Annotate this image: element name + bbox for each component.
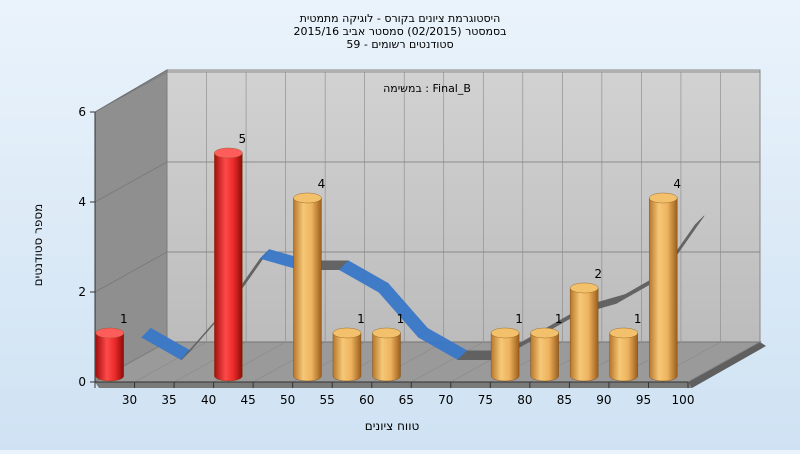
bar-body: [372, 332, 401, 382]
bars: [95, 147, 678, 382]
bar-value-label: 5: [239, 132, 247, 146]
bar-top: [490, 327, 520, 339]
bar-value-label: 1: [357, 312, 365, 326]
bar-top: [530, 327, 559, 339]
bar-top: [95, 327, 124, 339]
chart-title-line-3: סטודנטים רשומים - 59: [346, 38, 453, 51]
x-tick-label: 85: [557, 393, 572, 407]
bar-value-label: 1: [634, 312, 642, 326]
bar: [649, 192, 678, 382]
x-tick-label: 35: [161, 393, 176, 407]
bar-value-label: 2: [594, 267, 602, 281]
bar: [332, 327, 362, 382]
x-gridline: [134, 72, 207, 383]
right-ledge: [688, 342, 766, 388]
bar-value-label: 1: [397, 312, 405, 326]
bar-body: [332, 332, 362, 382]
bar-body: [649, 197, 678, 382]
x-tick-label: 50: [280, 393, 295, 407]
bar-top: [609, 327, 638, 339]
bar: [95, 327, 124, 382]
bar-top: [649, 192, 678, 204]
axes: [94, 112, 688, 383]
y-tick-label: 6: [78, 105, 86, 119]
bar-value-label: 1: [120, 312, 128, 326]
bar-body: [293, 197, 322, 382]
x-gridline: [252, 72, 326, 383]
bar: [214, 147, 243, 382]
y-tick-label: 4: [78, 195, 86, 209]
labels: 0 2 4 6 1 5 4 1 1 1 1 2 1 4 30 35 40 45 50 55 60 65 70 75 80 85 90…: [78, 105, 694, 407]
x-tick-label: 45: [240, 393, 255, 407]
bar: [569, 282, 599, 382]
bar-top: [372, 327, 401, 339]
x-tick-label: 80: [517, 393, 532, 407]
y-tick-label: 0: [78, 375, 86, 389]
chart-subtitle: במשימה : Final_B: [383, 82, 471, 95]
bar-body: [530, 332, 559, 382]
bar-value-label: 1: [515, 312, 523, 326]
bar-top: [569, 282, 599, 294]
bar: [530, 327, 559, 382]
bar-top: [332, 327, 362, 339]
y-axis-title: מספר סטודנטים: [31, 204, 45, 287]
bar-value-label: 4: [318, 177, 326, 191]
x-gridline: [173, 72, 247, 383]
x-tick-label: 90: [596, 393, 611, 407]
x-tick-label: 60: [359, 393, 374, 407]
bar: [490, 327, 520, 382]
y-tick-label: 2: [78, 285, 86, 299]
x-tick-label: 65: [399, 393, 414, 407]
bar-top: [214, 147, 243, 159]
bar: [372, 327, 401, 382]
bar-top: [293, 192, 322, 204]
bar-value-label: 4: [673, 177, 681, 191]
x-gridline: [687, 72, 761, 383]
bar-value-label: 1: [555, 312, 563, 326]
bar: [293, 192, 322, 382]
x-tick-label: 100: [672, 393, 695, 407]
floor-ledge: [95, 382, 692, 388]
bar: [609, 327, 638, 382]
chart-title-line-2: בסמסטר (02/2015) סמסטר אביב 2015/16: [293, 25, 506, 38]
x-gridline: [411, 72, 484, 383]
chart-title-line-1: היסטוגרמת ציונים בקורס - לוגיקה מתמטית: [300, 12, 501, 25]
x-tick-label: 40: [201, 393, 216, 407]
x-tick-label: 75: [478, 393, 493, 407]
bar-body: [95, 332, 124, 382]
x-tick-label: 55: [320, 393, 335, 407]
bar-body: [569, 287, 599, 382]
bar-body: [490, 332, 520, 382]
x-tick-label: 30: [122, 393, 137, 407]
x-axis-title: טווח ציונים: [365, 419, 420, 433]
x-tick-label: 70: [438, 393, 453, 407]
bar-body: [609, 332, 638, 382]
x-tick-label: 95: [636, 393, 651, 407]
bar-body: [214, 152, 243, 382]
